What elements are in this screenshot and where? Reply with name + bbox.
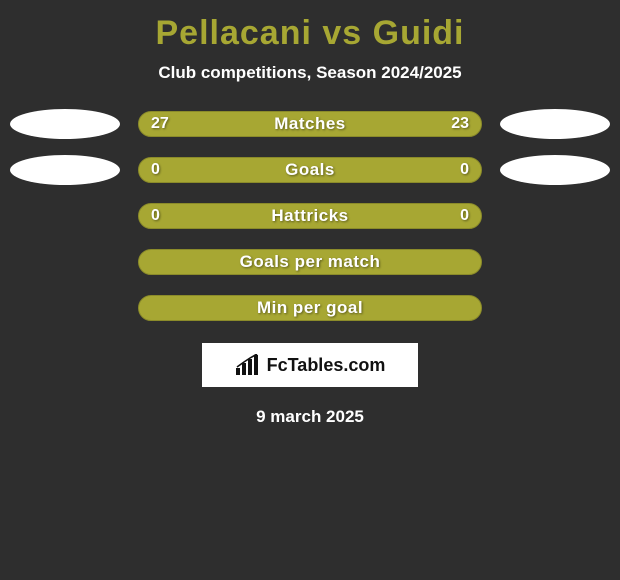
stat-label: Goals per match [240,252,381,272]
stat-row: Min per goal [10,295,610,321]
stat-row: Goals per match [10,249,610,275]
stat-bar: 0 Goals 0 [138,157,482,183]
stat-right-value: 0 [460,207,469,225]
stat-label: Matches [274,114,346,134]
stat-bar: Min per goal [138,295,482,321]
stats-card: Pellacani vs Guidi Club competitions, Se… [0,0,620,580]
stat-bar: 27 Matches 23 [138,111,482,137]
left-oval [10,155,120,185]
stat-label: Goals [285,160,335,180]
date-text: 9 march 2025 [10,407,610,427]
stat-row: 0 Hattricks 0 [10,203,610,229]
stat-right-value: 23 [451,115,469,133]
page-title: Pellacani vs Guidi [10,14,610,53]
stat-right-value: 0 [460,161,469,179]
right-oval [500,155,610,185]
stat-row: 27 Matches 23 [10,111,610,137]
stat-bar: 0 Hattricks 0 [138,203,482,229]
chart-bars-icon [235,354,261,376]
stat-label: Min per goal [257,298,363,318]
subtitle: Club competitions, Season 2024/2025 [10,63,610,83]
stat-left-value: 27 [151,115,169,133]
stat-left-value: 0 [151,161,160,179]
stat-label: Hattricks [271,206,348,226]
stat-rows: 27 Matches 23 0 Goals 0 0 Hattricks 0 Goals per m… [10,111,610,321]
brand-text: FcTables.com [267,355,386,376]
stat-bar: Goals per match [138,249,482,275]
stat-left-value: 0 [151,207,160,225]
right-oval [500,109,610,139]
left-oval [10,109,120,139]
stat-row: 0 Goals 0 [10,157,610,183]
brand-badge: FcTables.com [202,343,418,387]
